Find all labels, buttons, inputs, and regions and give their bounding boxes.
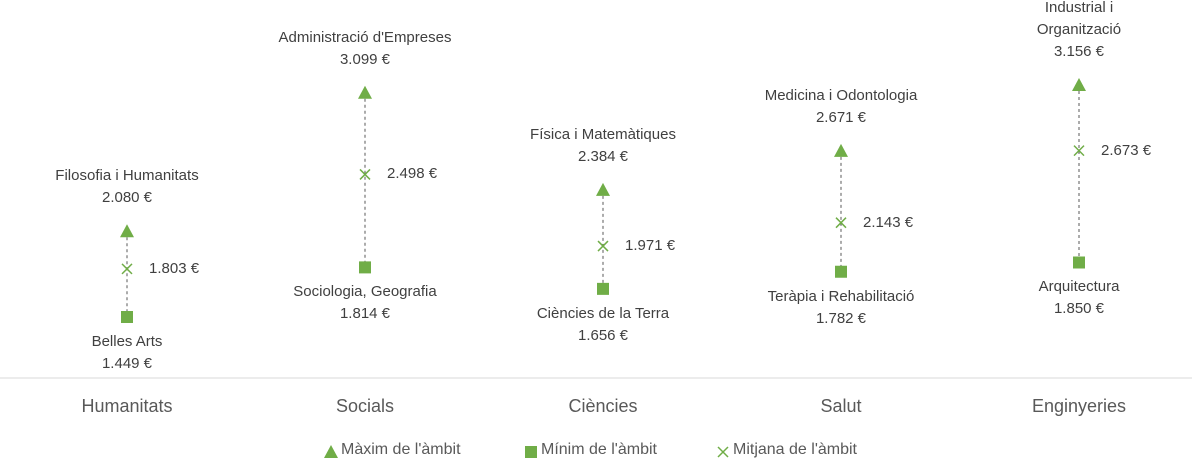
min-marker bbox=[597, 282, 609, 295]
point-name: Arquitectura bbox=[1038, 278, 1120, 296]
cross bbox=[359, 168, 371, 180]
value-label: 2.671 € bbox=[815, 108, 867, 126]
legend-label: Mínim de l'àmbit bbox=[541, 441, 657, 458]
min-label: Sociologia, Geografia 1.814 € bbox=[293, 281, 436, 325]
cross bbox=[717, 446, 729, 458]
max-label: Medicina i Odontologia 2.671 € bbox=[765, 85, 918, 129]
max-marker bbox=[358, 85, 372, 99]
value-label: 2.143 € bbox=[863, 213, 914, 231]
max-marker bbox=[1072, 78, 1086, 91]
cross bbox=[835, 217, 847, 229]
point-name: Enginyeria Industrial i Organització bbox=[1036, 0, 1122, 38]
mean-marker bbox=[121, 263, 133, 275]
min-label: Ciències de la Terra 1.656 € bbox=[537, 303, 669, 347]
min-marker bbox=[359, 261, 371, 274]
max-label: Administració d'Empreses 3.099 € bbox=[279, 27, 452, 71]
legend-label: Màxim de l'àmbit bbox=[341, 441, 461, 458]
min-label: Arquitectura 1.850 € bbox=[1039, 276, 1120, 320]
legend-label: Mitjana de l'àmbit bbox=[733, 441, 857, 458]
min-marker bbox=[121, 311, 133, 323]
value-label: 1.971 € bbox=[625, 237, 676, 255]
x-tick-label: Enginyeries bbox=[1031, 396, 1127, 416]
cross bbox=[121, 263, 133, 275]
max-label: Filosofia i Humanitats 2.080 € bbox=[55, 165, 198, 209]
min-marker bbox=[835, 265, 847, 278]
x-tick-label: Salut bbox=[820, 396, 862, 416]
point-name: Sociologia, Geografia bbox=[293, 283, 437, 301]
value-label: 2.384 € bbox=[577, 147, 629, 165]
value-label: 1.814 € bbox=[339, 305, 391, 323]
point-name: Administració d'Empreses bbox=[278, 28, 452, 46]
mean-marker bbox=[597, 240, 609, 252]
point-name: Filosofia i Humanitats bbox=[55, 167, 199, 185]
max-label: Física i Matemàtiques 2.384 € bbox=[530, 124, 676, 168]
value-label: 2.498 € bbox=[387, 165, 438, 183]
value-label: 2.080 € bbox=[101, 189, 153, 207]
min-marker bbox=[1073, 256, 1085, 269]
point-name: Ciències de la Terra bbox=[536, 304, 670, 322]
value-label: 1.803 € bbox=[149, 259, 200, 277]
min-label: Belles Arts 1.449 € bbox=[92, 331, 163, 375]
cross bbox=[597, 240, 609, 252]
point-name: Medicina i Odontologia bbox=[764, 86, 918, 104]
mean-marker bbox=[1073, 145, 1085, 157]
point-name: Teràpia i Rehabilitació bbox=[767, 287, 915, 305]
value-label: 2.673 € bbox=[1101, 141, 1152, 159]
value-label: 1.850 € bbox=[1053, 300, 1105, 318]
legend-marker bbox=[717, 446, 729, 458]
value-label: 1.656 € bbox=[577, 326, 629, 344]
value-label: 1.782 € bbox=[815, 309, 867, 327]
point-name: Belles Arts bbox=[91, 333, 163, 350]
point-name: Física i Matemàtiques bbox=[530, 125, 676, 143]
mean-marker bbox=[835, 217, 847, 229]
value-label: 3.099 € bbox=[339, 50, 391, 68]
value-label: 1.449 € bbox=[101, 355, 153, 372]
legend-marker bbox=[525, 446, 537, 458]
max-marker bbox=[834, 143, 848, 157]
cross bbox=[1073, 145, 1085, 157]
max-label: Enginyeria Industrial i Organització 3.15… bbox=[1023, 0, 1136, 63]
x-tick-label: Socials bbox=[335, 396, 395, 416]
legend-marker bbox=[324, 445, 338, 458]
max-marker bbox=[120, 224, 134, 238]
mean-marker bbox=[359, 168, 371, 180]
x-tick-label: Humanitats bbox=[81, 396, 173, 416]
value-label: 3.156 € bbox=[1053, 43, 1105, 60]
x-tick-label: Ciències bbox=[568, 396, 638, 416]
min-label: Teràpia i Rehabilitació 1.782 € bbox=[768, 286, 915, 330]
max-marker bbox=[596, 182, 610, 196]
